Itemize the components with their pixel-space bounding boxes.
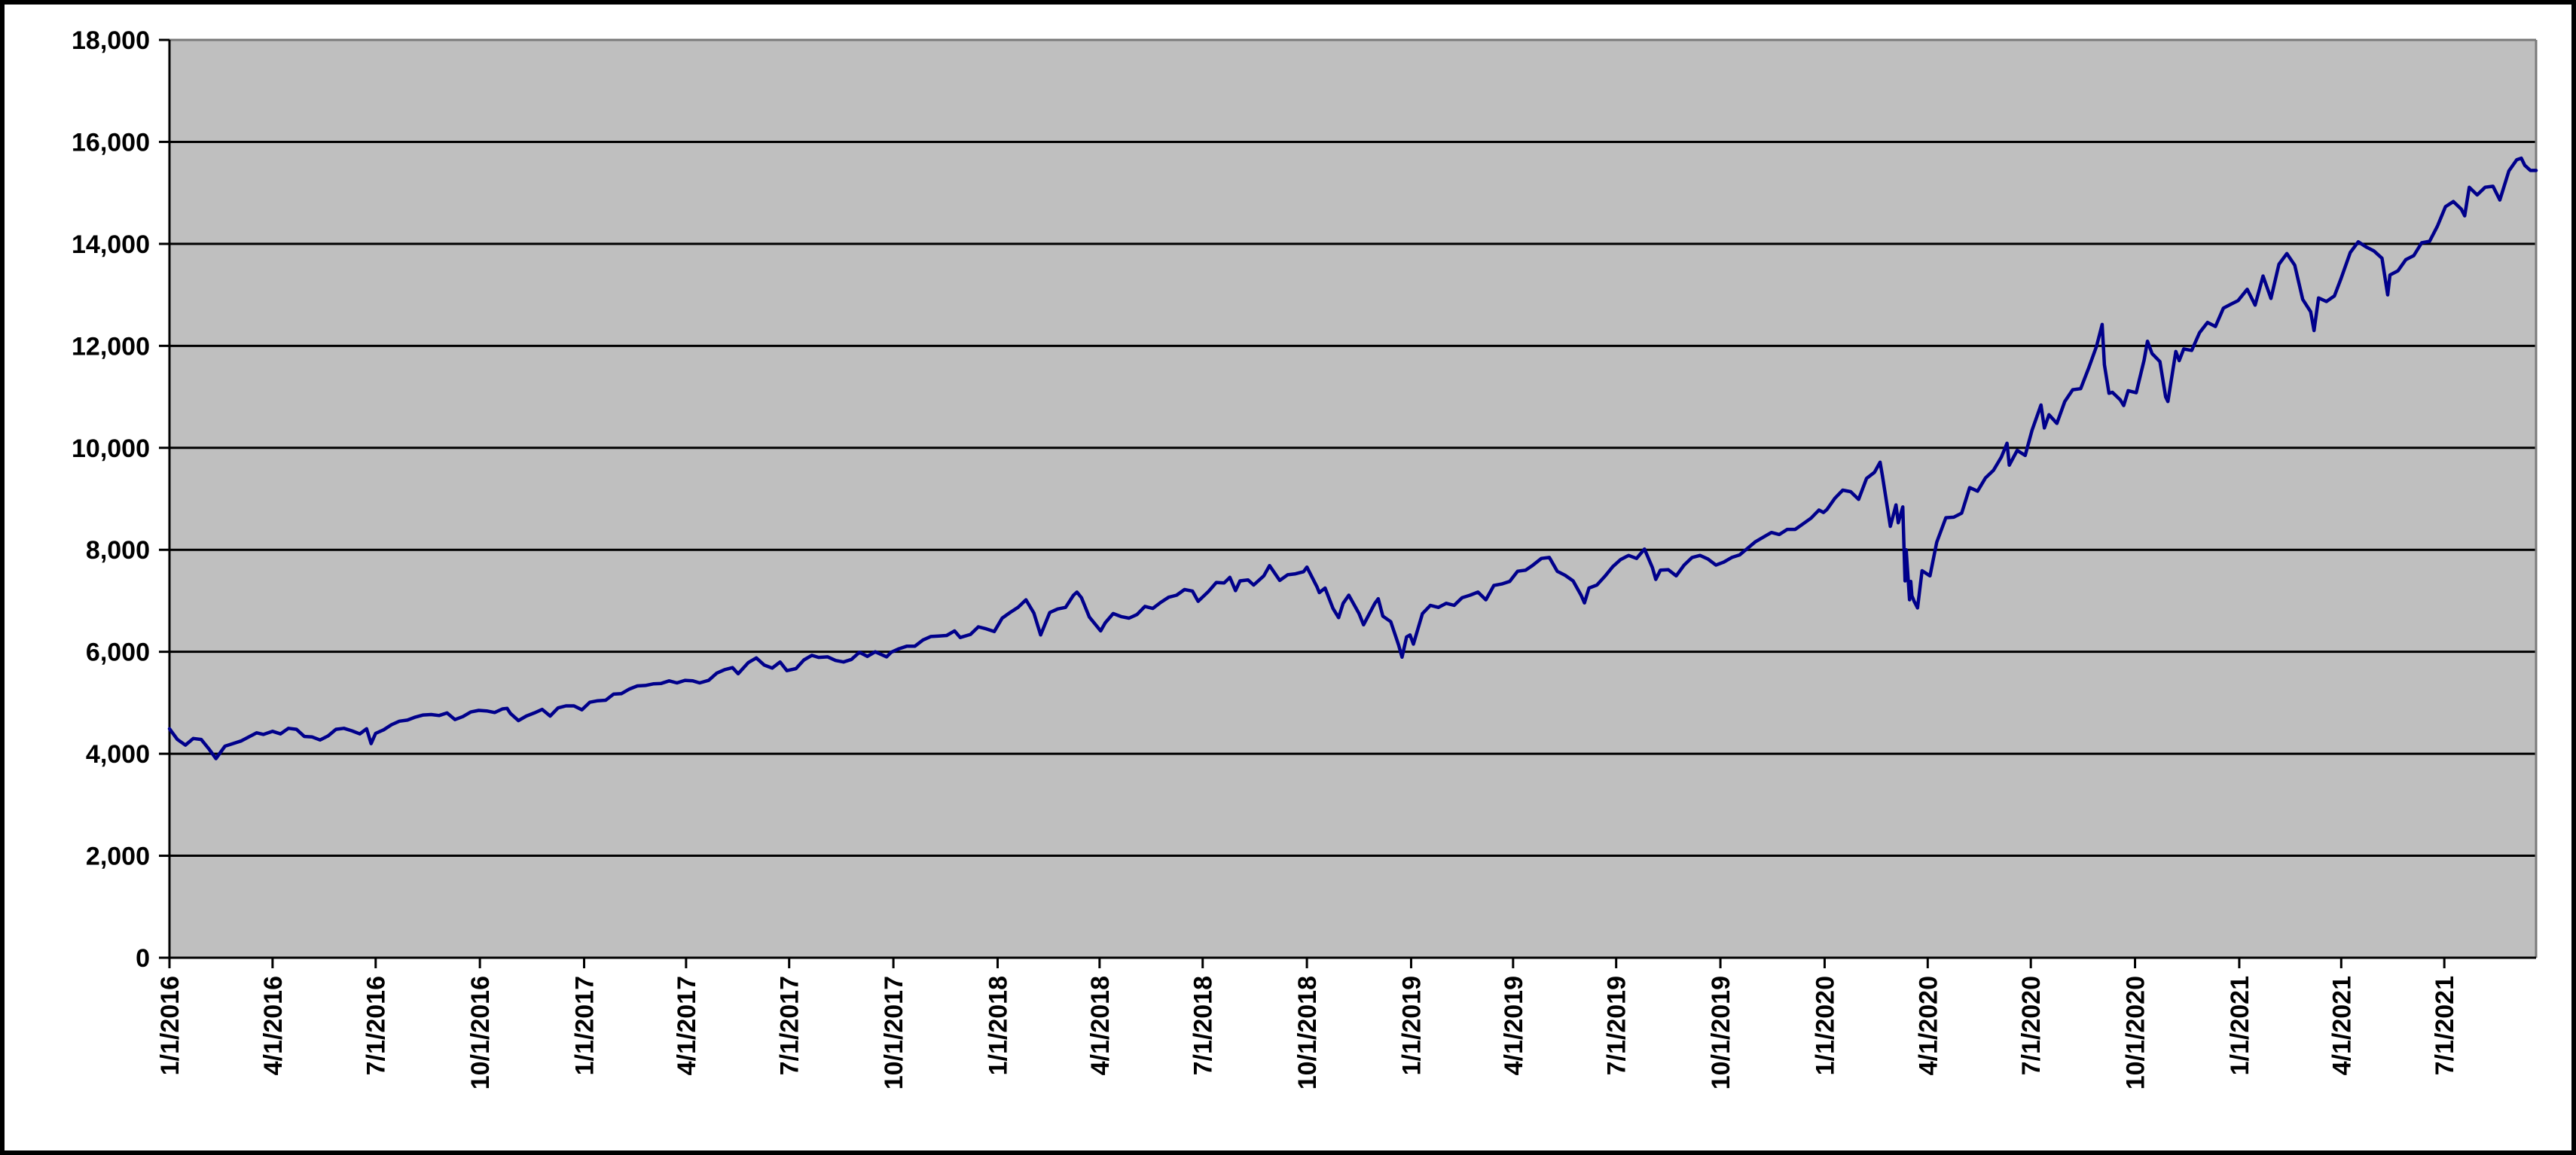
x-axis-label: 7/1/2017: [776, 976, 804, 1075]
y-axis-label: 14,000: [72, 230, 150, 259]
x-axis-label: 7/1/2021: [2431, 976, 2459, 1075]
plot-area: [169, 40, 2536, 958]
x-axis-label: 1/1/2016: [156, 976, 185, 1075]
price-line-series: [167, 156, 2538, 760]
x-axis-label: 4/1/2019: [1500, 976, 1528, 1075]
x-axis: [159, 956, 2536, 968]
x-axis-label: 1/1/2020: [1811, 976, 1839, 1075]
x-axis-label: 10/1/2017: [880, 976, 908, 1089]
plot-border: [169, 38, 2538, 958]
x-axis-label: 4/1/2021: [2327, 976, 2356, 1075]
x-axis-label: 10/1/2019: [1707, 976, 1735, 1089]
x-axis-label: 4/1/2016: [259, 976, 288, 1075]
x-axis-label: 10/1/2016: [466, 976, 495, 1089]
x-axis-label: 4/1/2020: [1914, 976, 1943, 1075]
x-axis-label: 10/1/2018: [1293, 976, 1322, 1089]
gridlines: [169, 140, 2536, 858]
x-axis-label: 1/1/2018: [984, 976, 1012, 1075]
y-axis-label: 6,000: [86, 638, 150, 667]
y-axis-label: 10,000: [72, 434, 150, 463]
y-axis-label: 0: [136, 944, 150, 973]
y-axis-label: 4,000: [86, 740, 150, 769]
x-axis-label: 7/1/2020: [2017, 976, 2046, 1075]
x-axis-label: 1/1/2021: [2226, 976, 2254, 1075]
x-axis-label: 7/1/2016: [362, 976, 391, 1075]
x-axis-label: 4/1/2017: [673, 976, 701, 1075]
x-axis-label: 7/1/2018: [1189, 976, 1218, 1075]
x-axis-labels: 1/1/2016 4/1/2016 7/1/2016 10/1/2016 1/1/201…: [156, 976, 2459, 1089]
y-axis-label: 12,000: [72, 332, 150, 361]
x-axis-label: 4/1/2018: [1086, 976, 1115, 1075]
y-axis-label: 2,000: [86, 843, 150, 871]
y-axis-label: 18,000: [72, 26, 150, 55]
y-axis-labels: 0 2,000 4,000 6,000 8,000 10,000 12,000 14,000 1…: [72, 26, 150, 973]
y-axis-label: 16,000: [72, 128, 150, 157]
x-axis-label: 1/1/2017: [570, 976, 599, 1075]
x-axis-label: 1/1/2019: [1397, 976, 1426, 1075]
x-axis-label: 7/1/2019: [1603, 976, 1631, 1075]
y-axis-label: 8,000: [86, 536, 150, 565]
x-axis-label: 10/1/2020: [2122, 976, 2150, 1089]
